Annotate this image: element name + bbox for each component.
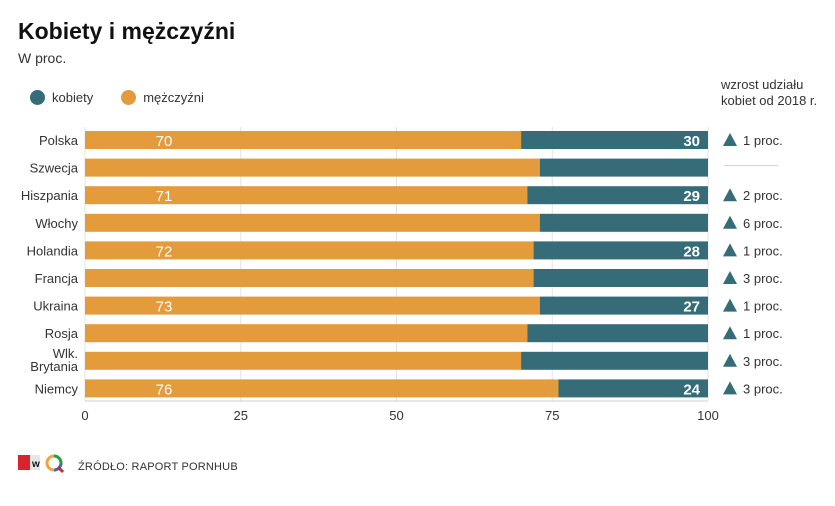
category-label: Włochy <box>35 216 78 231</box>
bar-mezczyzni <box>85 131 522 149</box>
category-label: Ukraina <box>33 299 79 314</box>
growth-value: 1 proc. <box>743 133 783 148</box>
growth-value: 3 proc. <box>743 354 783 369</box>
bar-kobiety <box>521 351 708 370</box>
logo-ring-tail <box>56 465 65 474</box>
bar-mezczyzni <box>85 241 534 260</box>
bar-kobiety <box>527 324 708 343</box>
growth-header: wzrost udziału kobiet od 2018 r. <box>721 77 817 109</box>
data-label-mezczyzni: 71 <box>156 188 173 205</box>
bar-kobiety <box>521 131 708 149</box>
triangle-up-icon <box>723 215 737 229</box>
logo-red-block <box>18 455 30 470</box>
bar-mezczyzni <box>85 269 534 287</box>
bar-kobiety <box>558 379 708 398</box>
triangle-up-icon <box>723 326 737 340</box>
data-label-mezczyzni: 76 <box>156 381 173 398</box>
category-label: Wlk. Brytania <box>30 346 78 374</box>
bar-kobiety <box>533 241 708 260</box>
category-label: Rosja <box>45 326 79 341</box>
legend-item-kobiety: kobiety <box>30 90 93 105</box>
bar-kobiety <box>539 213 708 232</box>
bar-kobiety <box>527 186 708 205</box>
growth-value: 3 proc. <box>743 381 783 396</box>
legend-swatch-mezczyzni <box>121 90 137 105</box>
triangle-up-icon <box>723 298 737 312</box>
triangle-up-icon <box>723 188 737 202</box>
category-label: Hiszpania <box>21 188 79 203</box>
growth-value: 3 proc. <box>743 271 783 286</box>
triangle-up-icon <box>723 353 737 367</box>
bar-kobiety <box>539 296 708 315</box>
triangle-up-icon <box>723 133 737 146</box>
chart-title: Kobiety i mężczyźni <box>18 18 236 44</box>
category-label: Szwecja <box>30 161 79 176</box>
triangle-up-icon <box>723 243 737 257</box>
bar-mezczyzni <box>85 296 540 315</box>
bar-kobiety <box>533 269 708 287</box>
stacked-bar-chart: 0 25 50 75 100 Polska 70 30 1 proc. Szwecja Hiszpa… <box>21 127 783 423</box>
legend-item-mezczyzni: mężczyźni <box>121 90 204 105</box>
x-tick-label: 25 <box>234 408 248 423</box>
growth-value: 6 proc. <box>743 216 783 231</box>
logo-letter: w <box>31 459 40 470</box>
data-label-mezczyzni: 73 <box>156 299 173 316</box>
logo-ring-accent <box>53 454 63 464</box>
data-label-kobiety: 28 <box>683 243 700 260</box>
growth-value: 1 proc. <box>743 243 783 258</box>
bar-mezczyzni <box>85 158 540 177</box>
data-label-kobiety: 30 <box>683 133 700 150</box>
category-label: Francja <box>35 271 79 286</box>
bar-kobiety <box>539 158 708 177</box>
growth-header-line-1: wzrost udziału <box>721 77 804 92</box>
data-label-mezczyzni: 70 <box>156 133 173 150</box>
data-label-kobiety: 24 <box>683 381 700 398</box>
data-label-mezczyzni: 72 <box>156 243 173 260</box>
x-tick-label: 50 <box>389 408 403 423</box>
bar-mezczyzni <box>85 186 528 205</box>
growth-value: 1 proc. <box>743 299 783 314</box>
publisher-logo: w <box>18 454 65 474</box>
source-note: ŹRÓDŁO: RAPORT PORNHUB <box>78 461 238 473</box>
category-label: Niemcy <box>35 381 79 396</box>
legend: kobiety mężczyźni <box>30 90 232 105</box>
growth-value: 1 proc. <box>743 326 783 341</box>
growth-header-line-2: kobiet od 2018 r. <box>721 93 818 108</box>
category-label: Polska <box>39 133 79 148</box>
category-label: Holandia <box>27 243 79 258</box>
bar-mezczyzni <box>85 379 559 398</box>
growth-value: 2 proc. <box>743 188 783 203</box>
legend-label-mezczyzni: mężczyźni <box>143 90 204 105</box>
x-tick-label: 75 <box>545 408 559 423</box>
logo-grey-block <box>30 455 40 470</box>
triangle-up-icon <box>723 271 737 284</box>
x-tick-label: 0 <box>81 408 88 423</box>
bar-mezczyzni <box>85 324 528 343</box>
bar-mezczyzni <box>85 351 522 370</box>
legend-swatch-kobiety <box>30 90 45 105</box>
data-label-kobiety: 27 <box>683 299 700 316</box>
legend-label-kobiety: kobiety <box>52 90 94 105</box>
data-label-kobiety: 29 <box>683 188 700 205</box>
triangle-up-icon <box>723 381 737 395</box>
chart-subtitle: W proc. <box>18 50 67 66</box>
bar-mezczyzni <box>85 213 540 232</box>
x-tick-label: 100 <box>697 408 719 423</box>
